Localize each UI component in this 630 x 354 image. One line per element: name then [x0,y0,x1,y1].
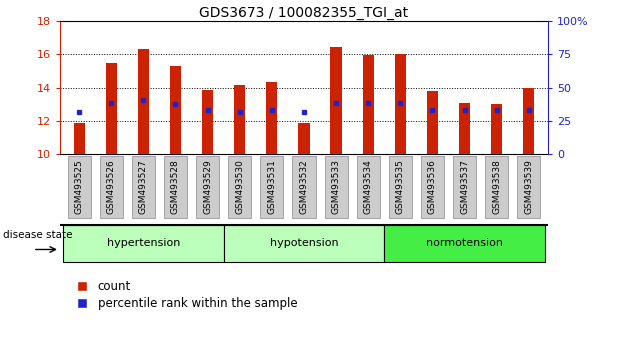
FancyBboxPatch shape [357,156,380,218]
Bar [491,104,502,154]
Text: GSM493527: GSM493527 [139,159,148,214]
Bar [523,88,534,154]
Bar [74,123,85,154]
Legend: count, percentile rank within the sample: count, percentile rank within the sample [66,275,302,315]
FancyBboxPatch shape [517,156,541,218]
FancyBboxPatch shape [324,156,348,218]
Bar [106,63,117,154]
Text: hypotension: hypotension [270,238,338,249]
Bar [427,91,438,154]
Bar [234,85,245,154]
FancyBboxPatch shape [384,225,545,262]
Text: GSM493526: GSM493526 [106,159,116,214]
Text: normotension: normotension [426,238,503,249]
FancyBboxPatch shape [485,156,508,218]
FancyBboxPatch shape [224,225,384,262]
Bar [459,103,470,154]
Title: GDS3673 / 100082355_TGI_at: GDS3673 / 100082355_TGI_at [200,6,408,20]
Text: disease state: disease state [3,230,72,240]
Text: GSM493528: GSM493528 [171,159,180,214]
Bar [202,90,213,154]
Text: GSM493539: GSM493539 [524,159,534,214]
Bar [266,82,277,154]
FancyBboxPatch shape [196,156,219,218]
Text: GSM493531: GSM493531 [267,159,277,214]
Text: GSM493537: GSM493537 [460,159,469,214]
FancyBboxPatch shape [453,156,476,218]
FancyBboxPatch shape [228,156,251,218]
FancyBboxPatch shape [100,156,123,218]
FancyBboxPatch shape [292,156,316,218]
Bar [299,123,309,154]
Text: GSM493529: GSM493529 [203,159,212,214]
Bar [331,47,341,154]
Text: GSM493533: GSM493533 [331,159,341,214]
Bar [395,55,406,154]
FancyBboxPatch shape [389,156,412,218]
Text: GSM493535: GSM493535 [396,159,405,214]
Text: GSM493538: GSM493538 [492,159,501,214]
Bar [363,55,374,154]
Text: GSM493532: GSM493532 [299,159,309,214]
Bar [138,50,149,154]
FancyBboxPatch shape [67,156,91,218]
Text: GSM493530: GSM493530 [235,159,244,214]
FancyBboxPatch shape [132,156,155,218]
Text: hypertension: hypertension [106,238,180,249]
Text: GSM493525: GSM493525 [74,159,84,214]
FancyBboxPatch shape [260,156,284,218]
FancyBboxPatch shape [421,156,444,218]
Text: GSM493534: GSM493534 [364,159,373,214]
Text: GSM493536: GSM493536 [428,159,437,214]
FancyBboxPatch shape [164,156,187,218]
Bar [170,66,181,154]
FancyBboxPatch shape [63,225,224,262]
